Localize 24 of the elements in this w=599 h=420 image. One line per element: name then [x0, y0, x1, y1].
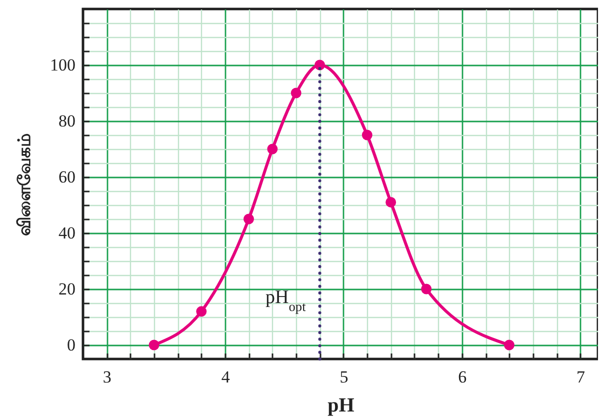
x-axis-title: pH — [328, 394, 355, 416]
x-tick-label: 5 — [340, 368, 348, 386]
point — [148, 340, 160, 350]
point — [504, 340, 514, 350]
y-tick-label: 60 — [58, 168, 76, 186]
point — [386, 196, 396, 208]
x-tick-label: 6 — [458, 368, 467, 386]
y-tick-label: 40 — [58, 224, 76, 242]
x-tick-label: 3 — [102, 368, 112, 386]
point — [421, 284, 432, 294]
x-tick-label: 7 — [576, 368, 586, 386]
point — [244, 214, 254, 224]
point — [362, 130, 372, 140]
y-tick-label: 20 — [58, 280, 76, 298]
point — [290, 88, 302, 98]
y-tick-label: 100 — [50, 56, 76, 74]
y-tick-label: 80 — [58, 112, 76, 130]
x-tick-label: 4 — [221, 368, 230, 386]
y-axis-title: விளைவேகம் — [15, 133, 34, 236]
ref-line-label: pH$_{opt}$ — [266, 287, 306, 314]
point — [196, 306, 207, 317]
point — [314, 60, 326, 70]
y-tick-label: 0 — [67, 336, 76, 354]
point — [267, 144, 278, 154]
